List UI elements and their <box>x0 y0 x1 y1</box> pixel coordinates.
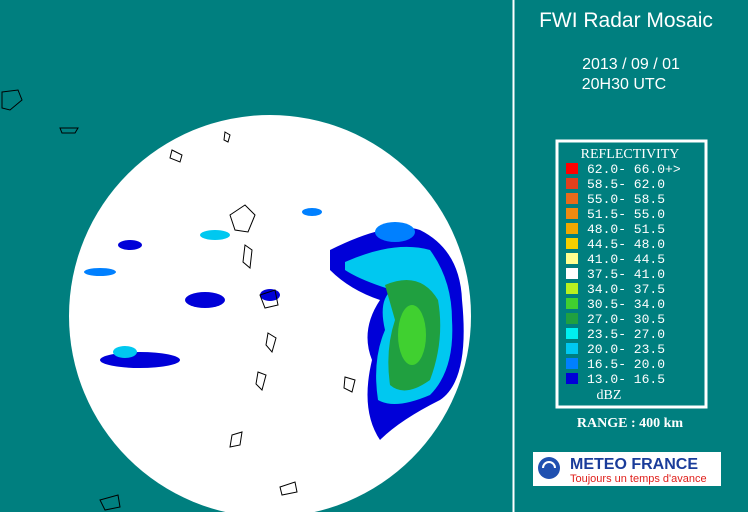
date: 2013 / 09 / 01 <box>582 56 680 73</box>
island <box>59 127 79 134</box>
info-panel: FWI Radar Mosaic 2013 / 09 / 01 20H30 UT… <box>533 9 721 486</box>
echo <box>200 230 230 240</box>
legend-swatch <box>566 283 578 294</box>
legend-label: 13.0- 16.5 <box>587 372 665 387</box>
echo <box>100 352 180 368</box>
legend-swatch <box>566 178 578 189</box>
time: 20H30 UTC <box>582 76 666 93</box>
legend-rows: 62.0- 66.0+>58.5- 62.055.0- 58.551.5- 55… <box>566 162 681 387</box>
island <box>242 244 253 269</box>
echoes <box>84 208 464 440</box>
island <box>343 376 356 393</box>
legend-label: 51.5- 55.0 <box>587 207 665 222</box>
legend-label: 41.0- 44.5 <box>587 252 665 267</box>
legend-swatch <box>566 193 578 204</box>
echo <box>398 305 426 365</box>
island <box>223 131 231 143</box>
legend-swatch <box>566 208 578 219</box>
island <box>169 149 183 163</box>
legend-label: 55.0- 58.5 <box>587 192 665 207</box>
legend-label: 62.0- 66.0+> <box>587 162 681 177</box>
legend-label: 44.5- 48.0 <box>587 237 665 252</box>
legend-swatch <box>566 373 578 384</box>
legend-label: 23.5- 27.0 <box>587 327 665 342</box>
island <box>265 332 277 354</box>
logo-mark <box>538 457 560 479</box>
legend-label: 30.5- 34.0 <box>587 297 665 312</box>
island <box>279 481 298 496</box>
logo-slogan: Toujours un temps d'avance <box>570 473 707 485</box>
island <box>1 89 23 111</box>
legend-swatch <box>566 298 578 309</box>
range: RANGE : 400 km <box>577 416 684 431</box>
legend-swatch <box>566 163 578 174</box>
echo <box>185 292 225 308</box>
legend-swatch <box>566 268 578 279</box>
echo <box>302 208 322 216</box>
legend-label: 16.5- 20.0 <box>587 357 665 372</box>
legend-swatch <box>566 313 578 324</box>
title: FWI Radar Mosaic <box>539 9 713 32</box>
legend-label: 27.0- 30.5 <box>587 312 665 327</box>
coastlines <box>1 89 356 511</box>
legend-swatch <box>566 238 578 249</box>
legend-label: 34.0- 37.5 <box>587 282 665 297</box>
legend-label: 48.0- 51.5 <box>587 222 665 237</box>
legend-swatch <box>566 328 578 339</box>
echo <box>375 222 415 242</box>
echo <box>118 240 142 250</box>
island <box>99 494 121 511</box>
island <box>229 431 243 448</box>
radar-map <box>1 89 471 512</box>
legend-swatch <box>566 223 578 234</box>
logo-mark-arc <box>542 461 556 469</box>
legend-box <box>555 139 708 409</box>
legend-label: 20.0- 23.5 <box>587 342 665 357</box>
logo-name: METEO FRANCE <box>570 456 698 473</box>
legend-label: 37.5- 41.0 <box>587 267 665 282</box>
island <box>255 371 267 391</box>
island <box>259 289 279 309</box>
legend-label: 58.5- 62.0 <box>587 177 665 192</box>
legend-swatch <box>566 253 578 264</box>
legend-swatch <box>566 358 578 369</box>
island <box>229 204 256 233</box>
legend-title: REFLECTIVITY <box>581 147 680 162</box>
legend-unit: dBZ <box>597 388 622 403</box>
echo <box>84 268 116 276</box>
logo-box <box>533 452 721 486</box>
echo <box>113 346 137 358</box>
legend-swatch <box>566 343 578 354</box>
